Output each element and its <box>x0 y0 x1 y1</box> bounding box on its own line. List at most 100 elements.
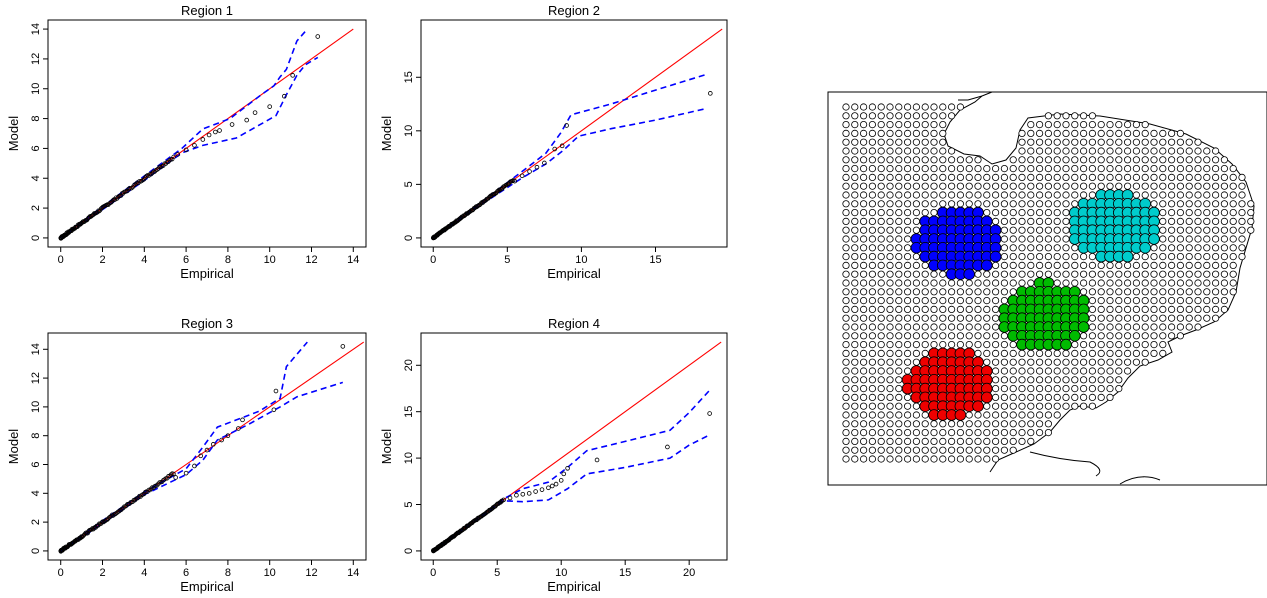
grid-point <box>1159 173 1167 181</box>
grid-point <box>956 279 965 287</box>
grid-point <box>1009 165 1017 173</box>
grid-point <box>983 270 991 278</box>
grid-point <box>877 358 885 366</box>
grid-point <box>1176 314 1185 322</box>
grid-point <box>1203 288 1211 296</box>
grid-point <box>851 305 859 313</box>
grid-point <box>1220 200 1229 208</box>
grid-point <box>1106 165 1114 173</box>
y-tick-label: 0 <box>30 548 42 554</box>
grid-point <box>1141 253 1149 261</box>
grid-point <box>851 332 859 340</box>
grid-point <box>1009 340 1017 349</box>
x-axis-label: Empirical <box>180 579 234 594</box>
qq-point <box>171 154 176 160</box>
reference-line <box>432 28 723 239</box>
qq-point <box>204 447 210 453</box>
grid-point <box>1080 367 1088 375</box>
grid-point <box>895 411 903 419</box>
grid-point <box>851 393 859 401</box>
qq-point <box>150 170 155 176</box>
grid-point <box>868 296 877 305</box>
plot-frame <box>47 19 367 248</box>
grid-point <box>851 376 859 384</box>
grid-point <box>886 420 894 428</box>
grid-point <box>956 340 965 349</box>
grid-point <box>991 393 1000 401</box>
grid-point <box>859 402 868 410</box>
grid-point <box>1062 156 1070 164</box>
grid-point <box>1132 173 1141 181</box>
grid-point <box>868 411 877 419</box>
grid-point <box>1027 182 1035 190</box>
grid-point <box>1212 173 1220 181</box>
grid-point <box>851 226 859 234</box>
qq-point <box>183 147 189 153</box>
plot-frame <box>47 332 367 561</box>
grid-point <box>930 332 938 340</box>
grid-point <box>956 173 965 181</box>
x-tick-label: 2 <box>99 567 105 579</box>
grid-point <box>1088 340 1097 349</box>
grid-point <box>939 165 947 173</box>
grid-point <box>965 305 973 313</box>
grid-point <box>1044 121 1053 129</box>
qq-point <box>225 433 231 438</box>
grid-point <box>1000 209 1009 217</box>
grid-point <box>991 305 1000 313</box>
grid-point <box>991 217 1000 225</box>
grid-point <box>1132 288 1141 296</box>
grid-point <box>939 455 947 463</box>
grid-point <box>1097 323 1105 331</box>
grid-point <box>956 455 965 463</box>
grid-point <box>1124 165 1132 173</box>
grid-point <box>983 358 991 366</box>
grid-point <box>886 138 894 146</box>
grid-point <box>1176 200 1185 208</box>
grid-point <box>895 121 903 129</box>
grid-point <box>1036 235 1044 243</box>
grid-point <box>1194 305 1202 313</box>
grid-point <box>912 156 921 164</box>
grid-point <box>859 191 868 199</box>
grid-point <box>1000 437 1009 445</box>
grid-point <box>903 112 912 120</box>
grid-point <box>965 279 973 287</box>
grid-point <box>877 200 885 208</box>
grid-point <box>1053 376 1061 384</box>
grid-point <box>912 147 921 155</box>
grid-point <box>1018 420 1026 428</box>
grid-point <box>1106 323 1114 331</box>
grid-point <box>939 173 947 181</box>
grid-point <box>1027 200 1035 208</box>
grid-point <box>859 253 868 261</box>
grid-point <box>1044 428 1053 437</box>
grid-point <box>1000 402 1009 410</box>
grid-point <box>1115 156 1123 164</box>
grid-point <box>1009 376 1017 384</box>
grid-point <box>877 314 885 322</box>
grid-point <box>1220 279 1229 287</box>
grid-point <box>1168 332 1176 340</box>
grid-point <box>859 217 868 225</box>
grid-points <box>842 103 1255 463</box>
grid-point <box>1168 288 1176 296</box>
grid-point <box>1115 279 1123 287</box>
grid-point <box>1000 393 1009 401</box>
grid-point <box>1176 129 1185 137</box>
grid-point <box>1036 121 1044 129</box>
grid-point <box>1220 253 1229 261</box>
grid-point <box>851 358 859 366</box>
grid-point <box>1053 235 1061 243</box>
grid-point <box>886 173 894 181</box>
grid-point <box>1229 182 1237 190</box>
grid-point <box>895 270 903 278</box>
grid-point <box>974 349 982 357</box>
grid-point <box>947 314 956 322</box>
grid-point <box>1159 182 1167 190</box>
grid-point <box>1044 384 1053 393</box>
grid-point <box>1080 376 1088 384</box>
grid-point <box>1053 349 1061 357</box>
qq-point <box>542 160 547 166</box>
grid-point <box>1044 270 1053 278</box>
